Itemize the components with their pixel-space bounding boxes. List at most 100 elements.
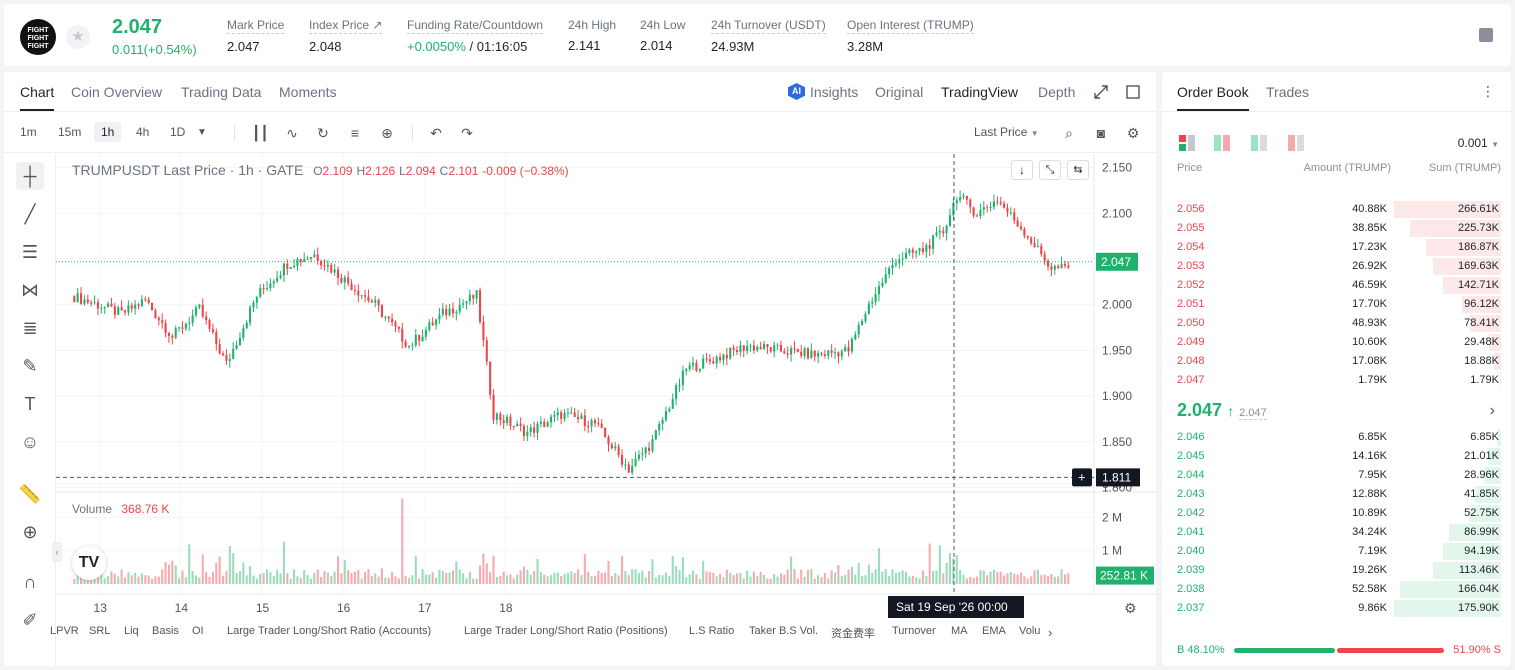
candle-type-icon[interactable]: ┃┃ xyxy=(252,125,269,141)
price-type-select[interactable]: Last Price ▼ xyxy=(974,125,1039,139)
tab-trades[interactable]: Trades xyxy=(1266,84,1310,100)
indicator-taker-bs-vol[interactable]: Taker B.S Vol. xyxy=(749,625,819,637)
ask-row[interactable]: 2.054 17.23K 186.87K xyxy=(1162,238,1511,257)
fib-tool-icon[interactable]: ≣ xyxy=(22,318,38,338)
tab-moments[interactable]: Moments xyxy=(279,84,337,100)
camera-icon[interactable]: ◙ xyxy=(1096,125,1106,141)
indicator-large-trader-positions[interactable]: Large Trader Long/Short Ratio (Positions… xyxy=(464,625,668,637)
price-chart[interactable]: 2.1502.1002.0502.0001.9501.9001.8501.800… xyxy=(56,154,1156,666)
view-bids-only-icon[interactable] xyxy=(1251,135,1267,151)
pencil-tool-icon[interactable]: ✐ xyxy=(22,610,38,630)
arrow-down-icon[interactable]: ↓ xyxy=(1011,160,1033,180)
templates-icon[interactable]: ≡ xyxy=(350,125,360,141)
indicator-ma[interactable]: MA xyxy=(951,625,968,637)
indicator-oi[interactable]: OI xyxy=(192,625,204,637)
timeframe-15m[interactable]: 15m xyxy=(58,125,82,139)
bid-row[interactable]: 2.046 6.85K 6.85K xyxy=(1162,428,1511,447)
tab-original[interactable]: Original xyxy=(875,84,924,100)
add-indicator-icon[interactable]: ⊕ xyxy=(381,125,393,141)
zoom-in-tool-icon[interactable]: ⊕ xyxy=(22,522,38,542)
indicator-large-trader-accounts[interactable]: Large Trader Long/Short Ratio (Accounts) xyxy=(227,625,432,637)
bid-row[interactable]: 2.038 52.58K 166.04K xyxy=(1162,580,1511,599)
stat-funding-rate[interactable]: Funding Rate/Countdown +0.0050% / 01:16:… xyxy=(407,18,544,54)
stat-24h-turnover[interactable]: 24h Turnover (USDT) 24.93M xyxy=(711,18,826,54)
chevron-right-icon[interactable]: › xyxy=(1489,402,1495,419)
tradingview-logo-icon[interactable]: TV xyxy=(72,546,106,580)
tab-insights[interactable]: Insights xyxy=(810,84,859,100)
chart-plot-area[interactable]: 2.1502.1002.0502.0001.9501.9001.8501.800… xyxy=(52,154,1156,666)
maximize-icon[interactable] xyxy=(1126,85,1140,99)
indicator-srl[interactable]: SRL xyxy=(89,625,111,637)
ask-row[interactable]: 2.053 26.92K 169.63K xyxy=(1162,257,1511,276)
bid-row[interactable]: 2.045 14.16K 21.01K xyxy=(1162,447,1511,466)
bid-row[interactable]: 2.037 9.86K 175.90K xyxy=(1162,599,1511,618)
ask-row[interactable]: 2.048 17.08K 18.88K xyxy=(1162,352,1511,371)
ask-row[interactable]: 2.047 1.79K 1.79K xyxy=(1162,371,1511,390)
bid-row[interactable]: 2.042 10.89K 52.75K xyxy=(1162,504,1511,523)
text-tool-icon[interactable]: T xyxy=(24,394,36,414)
view-both-icon[interactable] xyxy=(1179,135,1195,151)
indicator-liq[interactable]: Liq xyxy=(124,625,139,637)
bid-row[interactable]: 2.043 12.88K 41.85K xyxy=(1162,485,1511,504)
crosshair-tool-icon[interactable]: ┼ xyxy=(16,162,44,190)
tab-coin-overview[interactable]: Coin Overview xyxy=(71,84,163,100)
tab-depth[interactable]: Depth xyxy=(1038,84,1076,100)
tab-tradingview[interactable]: TradingView xyxy=(941,84,1019,100)
stat-index-price[interactable]: Index Price ↗ 2.048 xyxy=(309,18,383,54)
replay-icon[interactable]: ↻ xyxy=(317,125,329,141)
bid-row[interactable]: 2.041 34.24K 86.99K xyxy=(1162,523,1511,542)
indicator-basis[interactable]: Basis xyxy=(152,625,179,637)
ask-row[interactable]: 2.050 48.93K 78.41K xyxy=(1162,314,1511,333)
ask-row[interactable]: 2.056 40.88K 266.61K xyxy=(1162,200,1511,219)
search-icon[interactable]: ⌕ xyxy=(1065,125,1073,141)
indicator-ema[interactable]: EMA xyxy=(982,625,1006,637)
brush-tool-icon[interactable]: ✎ xyxy=(22,356,38,376)
ruler-tool-icon[interactable]: 📏 xyxy=(18,484,42,504)
tab-trading-data[interactable]: Trading Data xyxy=(181,84,262,100)
timeframe-dropdown-icon[interactable]: ▼ xyxy=(197,127,207,138)
expand-icon[interactable] xyxy=(1094,85,1108,99)
book-icon[interactable] xyxy=(1479,28,1493,42)
gear-icon[interactable]: ⚙ xyxy=(1126,125,1140,141)
stat-mark-price[interactable]: Mark Price 2.047 xyxy=(227,18,285,54)
undo-icon[interactable]: ↶ xyxy=(430,125,442,141)
emoji-tool-icon[interactable]: ☺ xyxy=(20,432,40,452)
timeframe-1m[interactable]: 1m xyxy=(20,125,37,139)
indicator-funding-rate[interactable]: 资金费率 xyxy=(831,628,875,640)
ask-row[interactable]: 2.052 46.59K 142.71K xyxy=(1162,276,1511,295)
timeframe-1d[interactable]: 1D xyxy=(170,125,186,139)
indicators-icon[interactable]: ∿ xyxy=(286,125,298,141)
scroll-right-icon[interactable]: › xyxy=(1048,625,1053,640)
indicator-lpvr[interactable]: LPVR xyxy=(50,625,79,637)
indicator-turnover[interactable]: Turnover xyxy=(892,625,936,637)
horizontal-lines-tool-icon[interactable]: ☰ xyxy=(21,242,39,262)
ask-row[interactable]: 2.051 17.70K 96.12K xyxy=(1162,295,1511,314)
axis-settings-icon[interactable]: ⚙ xyxy=(1124,600,1137,616)
bid-row[interactable]: 2.044 7.95K 28.96K xyxy=(1162,466,1511,485)
magnet-tool-icon[interactable]: ∩ xyxy=(23,572,37,592)
trendline-tool-icon[interactable]: ╱ xyxy=(24,204,36,224)
bid-row[interactable]: 2.039 19.26K 113.46K xyxy=(1162,561,1511,580)
collapse-sidebar-icon[interactable]: ‹ xyxy=(52,542,62,562)
view-asks-only-icon[interactable] xyxy=(1288,135,1304,151)
more-options-icon[interactable]: ⋮ xyxy=(1481,83,1495,99)
timeframe-1h[interactable]: 1h xyxy=(94,122,122,142)
volume-bar xyxy=(320,577,323,584)
mid-price[interactable]: 2.047 ↑ 2.047 xyxy=(1177,400,1267,420)
indicator-ls-ratio[interactable]: L.S Ratio xyxy=(689,625,735,637)
precision-select[interactable]: 0.001 ▼ xyxy=(1458,136,1499,150)
bid-row[interactable]: 2.040 7.19K 94.19K xyxy=(1162,542,1511,561)
tab-order-book[interactable]: Order Book xyxy=(1177,84,1249,111)
redo-icon[interactable]: ↷ xyxy=(461,125,473,141)
collapse-icon[interactable]: ⤡ xyxy=(1039,160,1061,180)
tab-chart[interactable]: Chart xyxy=(20,84,55,111)
view-bids-icon[interactable] xyxy=(1214,135,1230,151)
favorite-star-icon[interactable]: ★ xyxy=(66,25,90,49)
ask-row[interactable]: 2.049 10.60K 29.48K xyxy=(1162,333,1511,352)
indicator-volume[interactable]: Volu xyxy=(1019,625,1041,637)
pattern-tool-icon[interactable]: ⋈ xyxy=(21,280,39,300)
swap-icon[interactable]: ⇆ xyxy=(1067,160,1089,180)
ask-row[interactable]: 2.055 38.85K 225.73K xyxy=(1162,219,1511,238)
stat-open-interest[interactable]: Open Interest (TRUMP) 3.28M xyxy=(847,18,974,54)
timeframe-4h[interactable]: 4h xyxy=(136,125,150,139)
